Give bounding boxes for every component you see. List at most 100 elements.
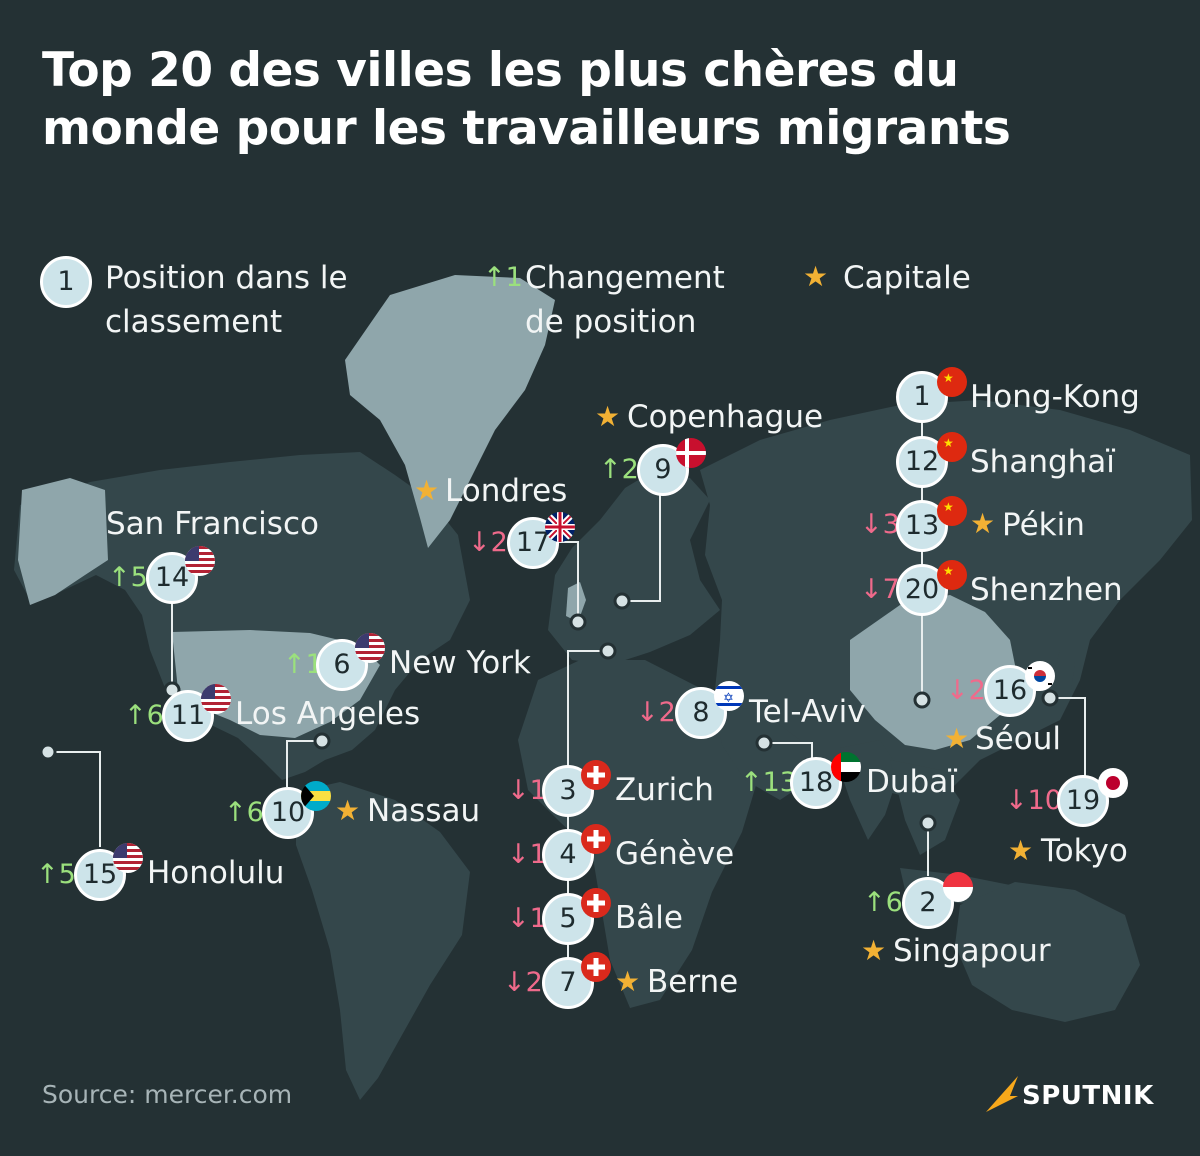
connector-dubai <box>764 742 813 760</box>
usa-flag-icon <box>185 546 215 576</box>
uae-flag-icon <box>831 752 861 782</box>
svg-text:★: ★ <box>943 564 954 578</box>
legend-star-icon: ★ <box>803 260 829 293</box>
rank-circle-berne: 7 <box>542 957 594 1009</box>
change-tel-aviv: ↓2 <box>636 697 676 728</box>
city-name-san-francisco: San Francisco <box>106 506 319 542</box>
brand-name: SPUTNIK <box>1022 1081 1154 1111</box>
city-name-nassau: Nassau <box>367 793 481 829</box>
change-nassau: ↑6 <box>224 797 264 828</box>
europe-land <box>548 470 720 665</box>
usa-flag-icon <box>113 843 143 873</box>
rank-circle-shanghai: 12 <box>896 436 948 488</box>
southeast-asia-land <box>890 760 960 855</box>
bahamas-flag-icon <box>301 781 331 811</box>
change-singapour: ↑6 <box>863 887 903 918</box>
australia-land <box>955 882 1140 1022</box>
city-name-tokyo: Tokyo <box>1041 833 1128 869</box>
denmark-flag-icon <box>676 438 706 468</box>
africa-land <box>518 660 760 1008</box>
city-name-copenhague: Copenhague <box>627 399 824 435</box>
city-name-tel-aviv: Tel-Aviv <box>749 694 866 730</box>
rank-circle-hong-kong: 1 <box>896 371 948 423</box>
connector-londres <box>553 541 579 622</box>
rank-circle-nassau: 10 <box>262 787 314 839</box>
city-name-seoul: Séoul <box>975 721 1061 757</box>
rank-circle-bale: 5 <box>542 893 594 945</box>
change-dubai: ↑13 <box>740 767 797 798</box>
legend-position-label: Position dans le classement <box>105 260 348 340</box>
connector-honolulu <box>48 751 101 847</box>
change-honolulu: ↑5 <box>36 859 76 890</box>
city-name-hong-kong: Hong-Kong <box>970 379 1140 415</box>
rank-circle-geneve: 4 <box>542 829 594 881</box>
switzerland-flag-icon <box>581 952 611 982</box>
change-los-angeles: ↑6 <box>124 700 164 731</box>
capital-star-icon: ★ <box>944 722 970 755</box>
rank-circle-honolulu: 15 <box>74 849 126 901</box>
svg-text:★: ★ <box>943 500 954 514</box>
usa-flag-icon <box>355 633 385 663</box>
capital-star-icon: ★ <box>414 474 440 507</box>
arabia-land <box>715 705 810 800</box>
change-geneve: ↓1 <box>507 839 547 870</box>
city-name-pekin: Pékin <box>1002 507 1085 543</box>
israel-flag-icon: ✡ <box>714 681 744 711</box>
svg-text:✡: ✡ <box>723 691 734 706</box>
rank-circle-shenzhen: 20 <box>896 564 948 616</box>
capital-star-icon: ★ <box>615 965 641 998</box>
change-copenhague: ↑2 <box>599 454 639 485</box>
connector-tokyo <box>1050 697 1086 776</box>
legend-capital-label: Capitale <box>843 260 971 296</box>
pin-tokyo <box>1041 689 1059 707</box>
capital-star-icon: ★ <box>595 400 621 433</box>
rank-circle-seoul: 16 <box>984 665 1036 717</box>
capital-star-icon: ★ <box>861 934 887 967</box>
city-name-londres: Londres <box>445 473 568 509</box>
sputnik-logo-icon <box>986 1076 1018 1112</box>
capital-star-icon: ★ <box>335 794 361 827</box>
page-title: Top 20 des villes les plus chères du mon… <box>42 43 1011 156</box>
south-america-land <box>296 782 470 1100</box>
city-name-geneve: Génève <box>615 836 735 872</box>
switzerland-flag-icon <box>581 824 611 854</box>
connector-copenhague <box>622 489 661 602</box>
pin-dubai <box>755 734 773 752</box>
rank-circle-copenhague: 9 <box>637 444 689 496</box>
alaska-land <box>18 478 108 605</box>
pin-honolulu <box>39 743 57 761</box>
rank-circle-singapour: 2 <box>902 877 954 929</box>
source-credit: Source: mercer.com <box>42 1080 293 1109</box>
china-flag-icon: ★ <box>937 496 967 526</box>
city-name-honolulu: Honolulu <box>147 855 285 891</box>
city-name-shenzhen: Shenzhen <box>970 572 1123 608</box>
city-name-bale: Bâle <box>615 900 683 936</box>
city-name-singapour: Singapour <box>893 933 1051 969</box>
china-flag-icon: ★ <box>937 560 967 590</box>
pin-singapore <box>919 814 937 832</box>
rank-circle-los-angeles: 11 <box>162 690 214 742</box>
uk-flag-icon <box>545 512 575 542</box>
switzerland-flag-icon <box>581 760 611 790</box>
uk-land <box>566 582 586 622</box>
city-name-new-york: New York <box>389 645 531 681</box>
singapore-flag-icon <box>943 872 973 902</box>
connector-nassau <box>286 740 322 787</box>
change-bale: ↓1 <box>507 903 547 934</box>
capital-star-icon: ★ <box>970 507 996 540</box>
city-name-shanghai: Shanghaï <box>970 444 1115 480</box>
change-berne: ↓2 <box>503 967 543 998</box>
china-land <box>850 595 1018 750</box>
city-name-dubai: Dubaï <box>866 764 957 800</box>
switzerland-flag-icon <box>581 888 611 918</box>
pin-londres <box>569 613 587 631</box>
usa-flag-icon <box>201 684 231 714</box>
pin-nassau <box>313 732 331 750</box>
pin-china <box>913 691 931 709</box>
change-tokyo: ↓10 <box>1005 785 1062 816</box>
city-name-zurich: Zurich <box>615 772 714 808</box>
china-flag-icon: ★ <box>937 432 967 462</box>
city-name-berne: Berne <box>647 964 739 1000</box>
legend-change-arrow: ↑1 <box>483 262 523 293</box>
